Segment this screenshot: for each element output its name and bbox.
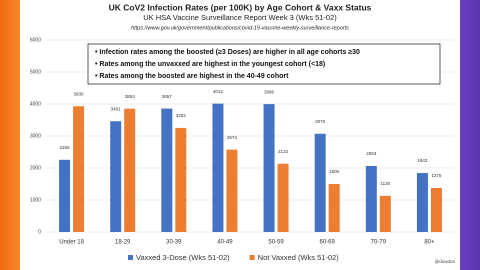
- legend-label: Vaxxed 3-Dose (Wks 51-02): [136, 253, 230, 262]
- value-label: 1375: [431, 173, 442, 178]
- annotation: • Rates among the boosted are highest in…: [95, 73, 289, 80]
- y-tick-label: 4000: [30, 101, 41, 107]
- x-tick-label: 30-39: [166, 240, 182, 246]
- bar: [59, 159, 71, 232]
- bar: [124, 108, 136, 232]
- left-border: [0, 0, 20, 270]
- value-label: 3857: [162, 94, 173, 99]
- value-label: 2256: [60, 145, 71, 150]
- value-label: 3461: [111, 106, 122, 111]
- legend-swatch: [249, 255, 255, 260]
- y-tick-label: 6000: [30, 37, 41, 43]
- x-tick-label: 80+: [424, 240, 435, 246]
- credit: @dowdon: [435, 259, 456, 264]
- bar: [110, 121, 122, 232]
- value-label: 2574: [227, 135, 238, 140]
- bar: [175, 127, 187, 232]
- bar: [328, 184, 340, 232]
- bar: [314, 133, 326, 232]
- chart-subtitle: UK HSA Vaccine Surveillance Report Week …: [143, 13, 337, 22]
- value-label: 2133: [278, 149, 289, 154]
- bar: [212, 103, 224, 232]
- x-tick-label: 60-69: [320, 240, 336, 246]
- x-tick-label: 50-59: [268, 240, 284, 246]
- value-label: 3252: [176, 113, 187, 118]
- value-label: 4012: [213, 89, 224, 94]
- x-tick-label: 40-49: [217, 240, 233, 246]
- chart-title: UK CoV2 Infection Rates (per 100K) by Ag…: [109, 2, 372, 12]
- legend-swatch: [128, 255, 133, 260]
- bar: [263, 104, 275, 232]
- background: [20, 0, 460, 270]
- value-label: 3996: [264, 89, 275, 94]
- y-tick-label: 3000: [30, 133, 41, 139]
- y-tick-label: 1000: [30, 197, 41, 203]
- x-tick-label: Under 18: [59, 240, 84, 246]
- bar: [365, 165, 377, 232]
- x-tick-label: 18-29: [115, 240, 131, 246]
- bar: [430, 188, 442, 232]
- source: https://www.gov.uk/government/publicatio…: [131, 25, 349, 31]
- annotation-box: [87, 43, 441, 85]
- y-tick-label: 0: [38, 229, 41, 235]
- value-label: 1130: [380, 181, 390, 186]
- right-border: [460, 0, 480, 270]
- value-label: 1500: [329, 169, 340, 174]
- value-label: 3930: [74, 91, 85, 96]
- bar: [161, 108, 173, 232]
- annotation: • Infection rates among the boosted (≥3 …: [95, 49, 360, 56]
- bar: [73, 106, 85, 232]
- y-tick-label: 2000: [30, 165, 41, 171]
- bar: [416, 173, 428, 232]
- value-label: 1843: [417, 158, 428, 163]
- x-tick-label: 70-79: [371, 240, 387, 246]
- legend-label: Not Vaxxed (Wks 51-02): [258, 253, 340, 262]
- annotation: • Rates among the unvaxxed are highest i…: [95, 61, 325, 68]
- value-label: 3853: [125, 94, 136, 99]
- bar: [277, 163, 289, 232]
- bar: [226, 149, 238, 232]
- y-tick-label: 5000: [30, 69, 41, 75]
- value-label: 2063: [366, 151, 377, 156]
- bar: [379, 195, 391, 232]
- value-label: 3070: [315, 119, 326, 124]
